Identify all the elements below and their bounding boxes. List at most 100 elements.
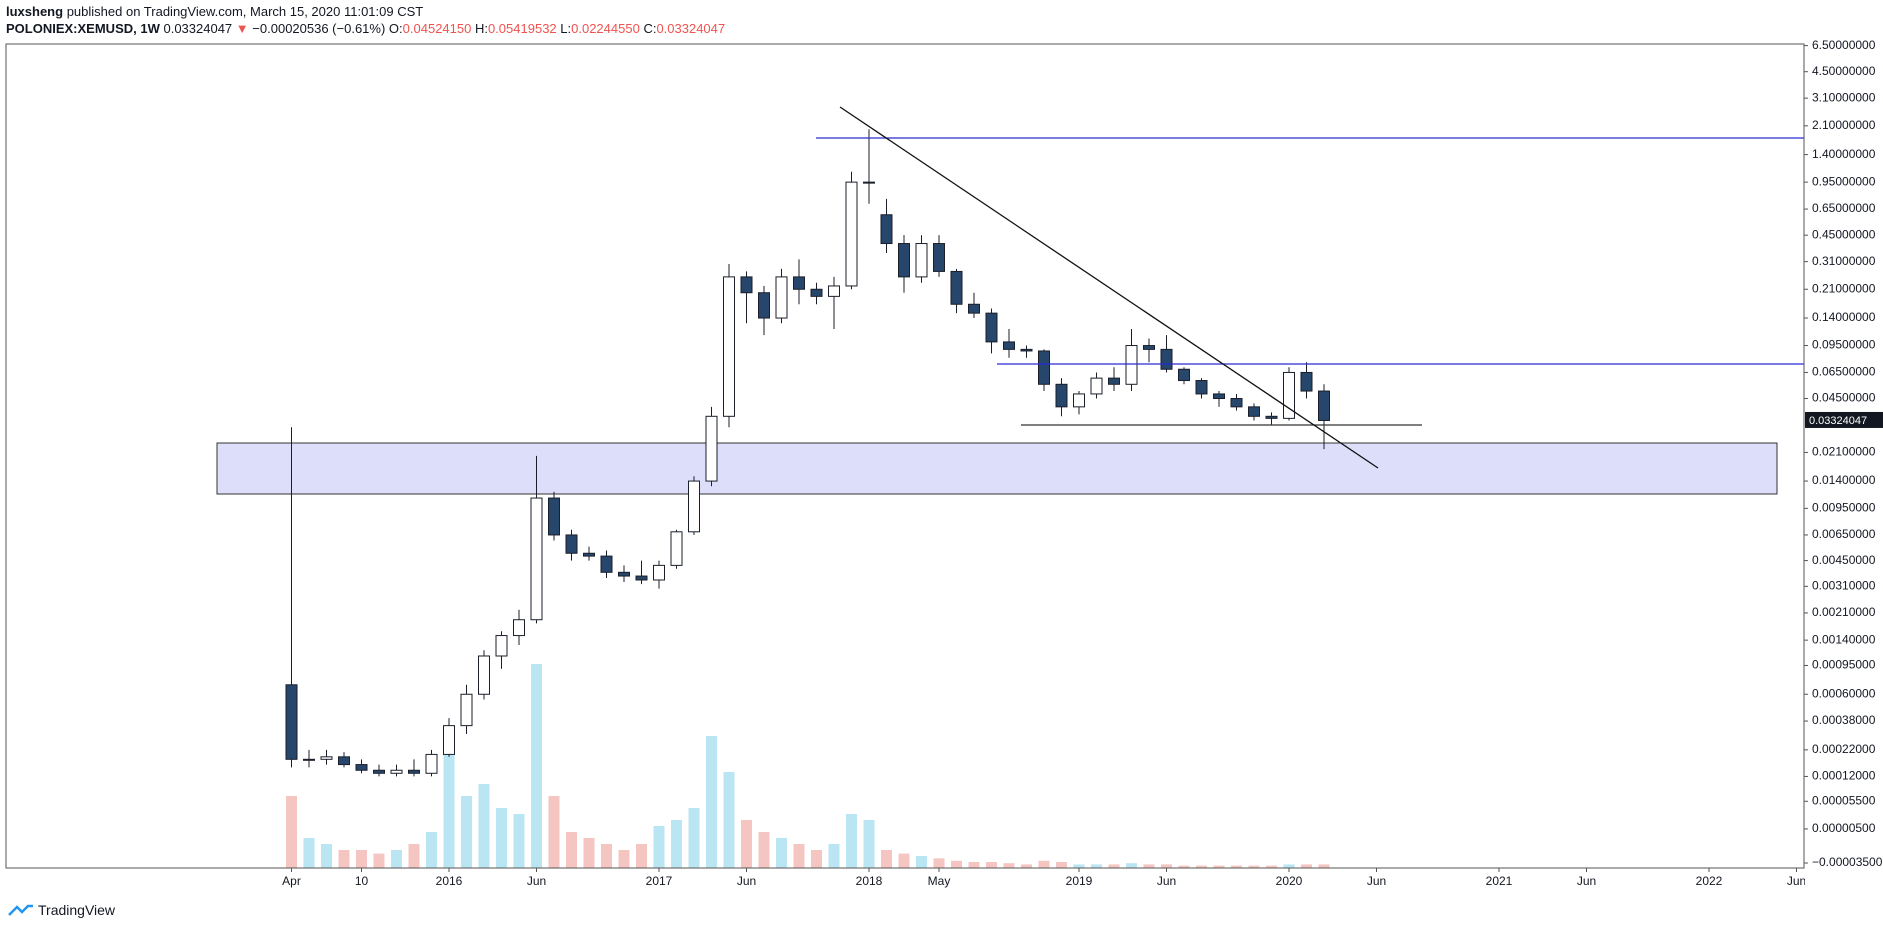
volume-bar (1003, 863, 1015, 868)
y-tick-label: 1.40000000 (1812, 147, 1876, 161)
candle-body (1073, 393, 1085, 408)
candle-body (1300, 371, 1313, 392)
volume-bar (461, 796, 472, 868)
volume-bar (391, 850, 402, 868)
volume-bar (1073, 864, 1085, 868)
candle-body (670, 531, 683, 566)
candle-body (373, 769, 385, 774)
last-price-box (1805, 411, 1883, 428)
y-tick-label: 0.00095000 (1812, 658, 1876, 672)
chart: Apr 10 2016 Jun 2017 Jun 2018 May 2019 Jun 2020 Jun… (5, 37, 1883, 889)
candle-body (968, 303, 980, 314)
y-tick-label: 0.00650000 (1812, 527, 1876, 541)
volume-bar (986, 862, 997, 868)
y-tick-label: 0.00022000 (1812, 742, 1876, 756)
candle-body (390, 769, 403, 774)
y-tick-label: 0.00140000 (1812, 632, 1876, 646)
volume-bar (426, 832, 437, 868)
candle-body (653, 564, 665, 581)
volume-bar (846, 814, 857, 868)
candle-body (303, 758, 315, 761)
candle-body (898, 243, 910, 278)
ohlc-open-label: O: (388, 21, 403, 36)
x-tick-label: 2020 (1276, 874, 1303, 888)
volume-bar (286, 796, 297, 868)
candle-body (863, 181, 875, 184)
candle-body (688, 480, 700, 533)
candle-body (1125, 345, 1138, 385)
y-tick-label: 0.06500000 (1812, 365, 1876, 379)
y-tick-label: 0.00450000 (1812, 553, 1876, 567)
volume-bar (828, 844, 840, 868)
time-axis: Apr 10 2016 Jun 2017 Jun 2018 May 2019 Jun 2020 Jun… (282, 868, 1806, 888)
y-tick-label: 0.00210000 (1812, 605, 1876, 619)
volume-bar (881, 850, 892, 868)
y-tick-label: 2.10000000 (1812, 118, 1876, 132)
candle-body (810, 288, 823, 297)
candle-body (1213, 393, 1225, 400)
candle-body (530, 497, 543, 621)
plot-area (216, 129, 1778, 868)
y-tick-label: 0.31000000 (1812, 254, 1876, 268)
brand[interactable]: TradingView (38, 902, 116, 918)
drawings (816, 106, 1804, 469)
candle-body (985, 312, 998, 343)
ohlc-close: 0.03324047 (656, 21, 726, 36)
change: −0.00020536 (−0.61%) (252, 21, 386, 36)
y-tick-label: 0.45000000 (1812, 227, 1876, 241)
x-tick-label: 2019 (1066, 874, 1093, 888)
volume-bar (583, 838, 595, 868)
logo (8, 904, 33, 916)
candle-body (635, 575, 648, 581)
volume-bar (933, 858, 945, 868)
candle-body (513, 619, 525, 637)
change-arrow: ▼ (235, 21, 249, 36)
y-tick-label: 0.21000000 (1812, 281, 1876, 295)
volume-bar (758, 832, 770, 868)
candle-body (1178, 368, 1190, 382)
candle-body (775, 276, 788, 319)
ohlc-open: 0.04524150 (402, 21, 472, 36)
volume-bar (916, 856, 927, 868)
volume-bar (1231, 865, 1242, 868)
volume-bar (636, 844, 647, 868)
volume-bar (898, 853, 910, 868)
volume-bar (548, 796, 560, 868)
x-tick-label: Jun (1367, 874, 1386, 888)
y-tick-label: 0.00005500 (1812, 793, 1876, 807)
candle-body (1090, 377, 1103, 395)
volume-bar (1301, 864, 1312, 868)
candle-body (880, 214, 893, 245)
volume-bar (671, 820, 682, 868)
symbol-line: POLONIEX:XEMUSD, 1W 0.03324047 ▼ −0.0002… (6, 21, 725, 36)
candle-body (1038, 350, 1050, 385)
candle-body (600, 555, 613, 573)
candle-body (425, 753, 438, 774)
y-tick-label: 0.00950000 (1812, 501, 1876, 515)
candle-body (1020, 348, 1033, 352)
volume-bar (653, 826, 665, 868)
volume-bar (1196, 865, 1207, 868)
y-tick-label: 0.09500000 (1812, 338, 1876, 352)
volume-bar (951, 860, 962, 868)
candle-body (1318, 390, 1330, 421)
candle-body (1248, 406, 1260, 417)
volume-bar (443, 748, 455, 868)
candle-body (1265, 415, 1278, 419)
candle-body (1108, 377, 1120, 385)
price-axis: 6.50000000 4.50000000 3.10000000 2.10000000… (1804, 38, 1883, 869)
candle-body (1195, 380, 1208, 395)
volume-bar (1283, 864, 1295, 868)
x-tick-label: Jun (527, 874, 546, 888)
x-tick-label: 2017 (646, 874, 673, 888)
volume-bar (513, 814, 525, 868)
volume-bar (1126, 863, 1137, 868)
x-tick-label: Jun (1157, 874, 1176, 888)
candle-body (1143, 345, 1155, 350)
volume-bar (1056, 862, 1067, 868)
y-tick-label: 3.10000000 (1812, 90, 1876, 104)
candle-body (1003, 341, 1015, 350)
volume-bar (303, 838, 315, 868)
volume-bar (1213, 865, 1225, 868)
